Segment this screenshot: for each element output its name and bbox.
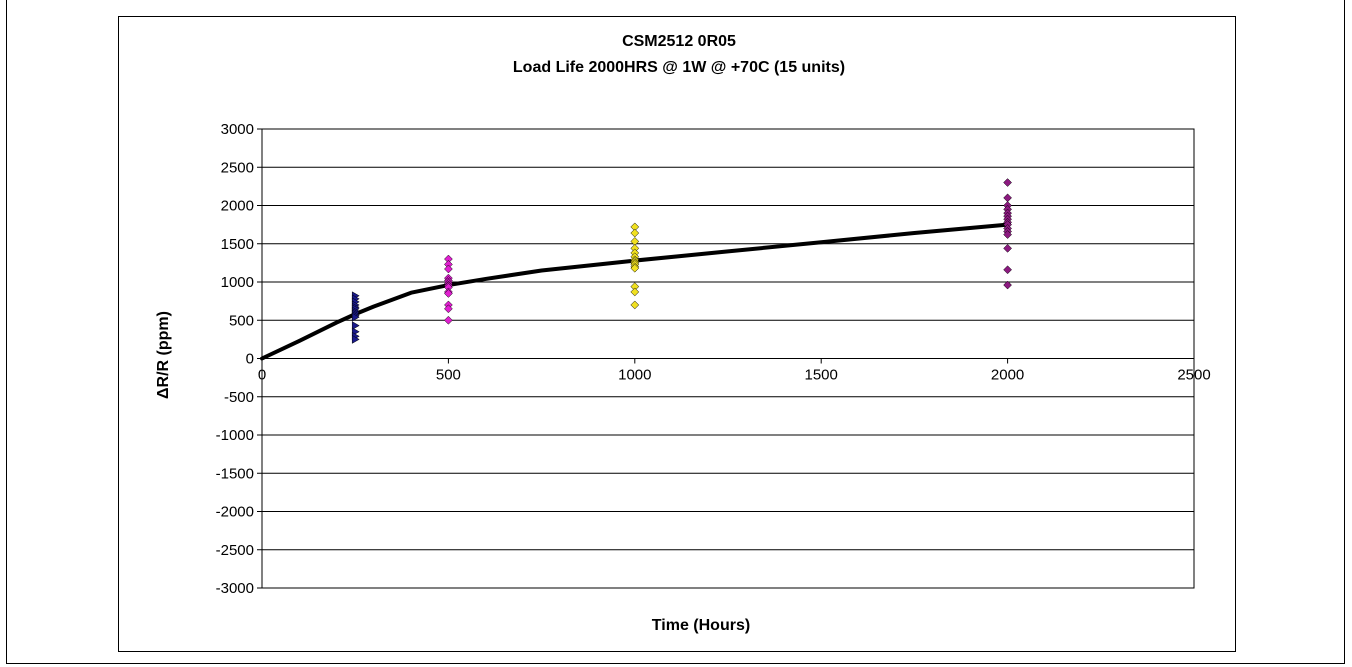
data-point bbox=[630, 228, 640, 238]
data-point bbox=[630, 300, 640, 310]
x-tick-label: 2000 bbox=[991, 367, 1024, 384]
y-tick-label: 2500 bbox=[221, 159, 254, 176]
x-tick-label: 2500 bbox=[1177, 367, 1210, 384]
data-point bbox=[1003, 265, 1012, 275]
y-tick-label: 500 bbox=[229, 312, 254, 329]
data-point bbox=[630, 263, 640, 273]
data-point bbox=[1003, 280, 1012, 290]
chart-title: CSM2512 0R05 bbox=[622, 33, 736, 50]
chart-svg: CSM2512 0R05 Load Life 2000HRS @ 1W @ +7… bbox=[155, 33, 1211, 634]
data-point bbox=[630, 287, 640, 297]
x-tick-label: 1000 bbox=[618, 367, 651, 384]
data-point bbox=[444, 315, 453, 325]
x-tick-label: 500 bbox=[436, 367, 461, 384]
x-tick-label: 1500 bbox=[805, 367, 838, 384]
x-axis-title: Time (Hours) bbox=[652, 617, 750, 634]
y-tick-label: -2000 bbox=[216, 504, 254, 521]
data-point bbox=[1003, 178, 1012, 187]
chart-area: CSM2512 0R05 Load Life 2000HRS @ 1W @ +7… bbox=[118, 16, 1236, 652]
y-tick-label: 1500 bbox=[221, 236, 254, 253]
chart-subtitle: Load Life 2000HRS @ 1W @ +70C (15 units) bbox=[513, 59, 845, 76]
data-point bbox=[351, 312, 360, 322]
y-tick-label: 1000 bbox=[221, 274, 254, 291]
trendline-layer bbox=[260, 222, 1010, 361]
y-tick-label: -3000 bbox=[216, 580, 254, 597]
y-tick-label: -2500 bbox=[216, 542, 254, 559]
data-point bbox=[1003, 230, 1012, 239]
y-tick-label: -500 bbox=[224, 389, 254, 406]
y-tick-label: 0 bbox=[246, 351, 254, 368]
y-axis-title: ΔR/R (ppm) bbox=[155, 311, 172, 399]
data-point bbox=[1003, 243, 1012, 253]
trendline bbox=[260, 222, 1010, 361]
data-point bbox=[444, 304, 453, 314]
data-points bbox=[351, 178, 1012, 344]
x-tick-label: 0 bbox=[258, 367, 266, 384]
y-tick-labels: 3000 2500 2000 1500 1000 500 0 -500 -1000 -1500 -2… bbox=[216, 121, 262, 597]
data-point bbox=[444, 264, 453, 274]
data-point bbox=[444, 289, 453, 298]
y-tick-label: 3000 bbox=[221, 121, 254, 138]
x-tick-labels: 0 500 1000 1500 2000 2500 bbox=[258, 358, 1211, 384]
data-point bbox=[351, 321, 360, 331]
outer-frame bbox=[6, 0, 1345, 664]
data-point bbox=[1003, 193, 1012, 203]
y-tick-label: 2000 bbox=[221, 198, 254, 215]
y-tick-label: -1000 bbox=[216, 427, 254, 444]
y-tick-label: -1500 bbox=[216, 465, 254, 482]
data-point bbox=[351, 334, 360, 344]
grid-lines bbox=[262, 128, 1194, 589]
